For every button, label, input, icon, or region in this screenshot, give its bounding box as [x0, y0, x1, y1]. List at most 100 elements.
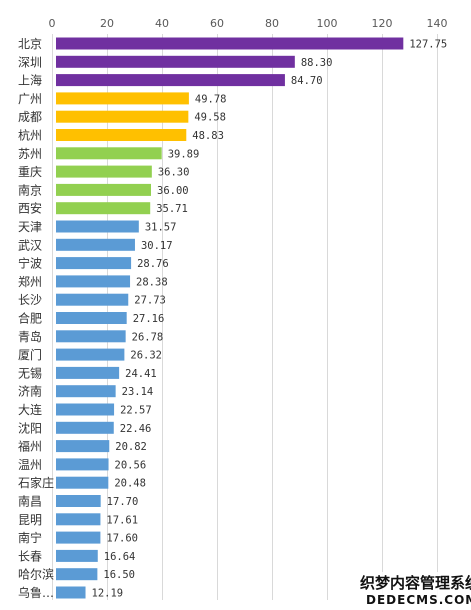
- category-label: 杭州: [18, 128, 42, 143]
- category-label: 北京: [18, 37, 42, 51]
- bar: [56, 330, 126, 343]
- category-label: 青岛: [18, 329, 42, 344]
- data-label: 48.83: [192, 130, 224, 142]
- data-label: 20.48: [114, 478, 146, 490]
- data-label: 22.57: [120, 405, 152, 417]
- data-label: 27.16: [133, 313, 165, 325]
- data-label: 22.46: [120, 423, 152, 435]
- data-label: 36.30: [158, 167, 190, 179]
- category-label: 天津: [18, 220, 42, 234]
- data-label: 31.57: [145, 222, 177, 234]
- data-label: 20.56: [115, 459, 147, 471]
- category-label: 济南: [18, 384, 42, 399]
- x-tick-label: 80: [265, 17, 279, 30]
- category-label: 长沙: [18, 293, 42, 307]
- category-label: 成都: [18, 110, 42, 124]
- data-label: 36.00: [157, 185, 189, 197]
- x-tick-label: 0: [49, 17, 56, 30]
- category-label: 温州: [18, 458, 42, 472]
- data-label: 24.41: [125, 368, 157, 380]
- bar: [56, 403, 115, 416]
- category-label: 苏州: [18, 147, 42, 161]
- x-tick-label: 60: [210, 17, 224, 30]
- bar: [56, 568, 98, 581]
- data-label: 17.61: [106, 514, 138, 526]
- category-label: 长春: [18, 549, 42, 563]
- category-label: 沈阳: [18, 420, 42, 435]
- bar: [56, 531, 101, 544]
- category-label: 厦门: [18, 347, 42, 362]
- bar: [56, 586, 86, 599]
- category-label: 上海: [18, 73, 42, 88]
- data-labels: 127.75 88.30 84.70 49.78 49.58 48.83 39.89 36.3…: [92, 39, 448, 600]
- category-label: 深圳: [18, 55, 42, 69]
- data-label: 39.89: [168, 148, 200, 160]
- data-label: 30.17: [141, 240, 173, 252]
- data-label: 26.32: [130, 350, 162, 362]
- data-label: 16.64: [104, 551, 136, 563]
- data-label: 16.50: [103, 569, 135, 581]
- bar: [56, 257, 132, 270]
- data-label: 26.78: [132, 331, 164, 343]
- category-label: 大连: [18, 402, 42, 417]
- bar: [56, 37, 404, 50]
- bar: [56, 147, 162, 160]
- data-label: 127.75: [409, 39, 447, 51]
- data-label: 28.38: [136, 276, 168, 288]
- category-labels: 北京深圳上海广州成都杭州苏州重庆南京西安天津武汉宁波郑州长沙合肥青岛厦门无锡济南…: [18, 37, 54, 600]
- data-label: 12.19: [92, 588, 124, 600]
- category-label: 乌鲁…: [18, 585, 54, 600]
- category-label: 南昌: [18, 494, 42, 509]
- data-label: 17.60: [106, 533, 138, 545]
- x-tick-label: 140: [427, 17, 448, 30]
- category-label: 石家庄: [18, 475, 54, 490]
- bar: [56, 385, 116, 398]
- bars: [56, 37, 404, 599]
- category-label: 广州: [18, 92, 42, 106]
- bar: [56, 238, 135, 251]
- bar: [56, 275, 131, 288]
- bar: [56, 549, 98, 562]
- x-tick-label: 100: [317, 17, 338, 30]
- bar: [56, 366, 120, 379]
- data-label: 20.82: [115, 441, 147, 453]
- bar: [56, 476, 109, 489]
- watermark: 织梦内容管理系统 DEDECMS.COM: [352, 572, 471, 610]
- category-label: 合肥: [18, 311, 42, 326]
- category-label: 南宁: [18, 530, 42, 545]
- bar: [56, 348, 125, 361]
- category-label: 重庆: [18, 165, 42, 179]
- watermark-line2: DEDECMS.COM: [366, 593, 471, 607]
- x-axis-ticks: 0 20 40 60 80 100 120 140: [49, 17, 448, 30]
- data-label: 23.14: [122, 386, 154, 398]
- category-label: 宁波: [18, 256, 42, 271]
- bar: [56, 202, 151, 215]
- category-label: 哈尔滨: [18, 567, 54, 582]
- data-label: 28.76: [137, 258, 169, 270]
- bar: [56, 513, 101, 526]
- category-label: 郑州: [18, 274, 42, 289]
- x-tick-label: 40: [155, 17, 169, 30]
- x-tick-label: 120: [372, 17, 393, 30]
- bar: [56, 421, 114, 434]
- watermark-line1: 织梦内容管理系统: [360, 574, 471, 592]
- category-label: 西安: [18, 201, 42, 216]
- bar: [56, 165, 152, 178]
- bar: [56, 220, 139, 233]
- data-label: 17.70: [107, 496, 139, 508]
- bar: [56, 110, 189, 123]
- bar: [56, 293, 129, 306]
- category-label: 南京: [18, 182, 42, 197]
- bar: [56, 183, 151, 196]
- bar: [56, 312, 127, 324]
- x-tick-label: 20: [100, 17, 114, 30]
- category-label: 福州: [18, 439, 42, 454]
- bar: [56, 74, 285, 87]
- bar: [56, 129, 187, 141]
- data-label: 27.73: [134, 295, 166, 307]
- data-label: 88.30: [301, 57, 333, 69]
- bar: [56, 92, 189, 105]
- bar: [56, 458, 109, 471]
- data-label: 49.58: [194, 112, 226, 124]
